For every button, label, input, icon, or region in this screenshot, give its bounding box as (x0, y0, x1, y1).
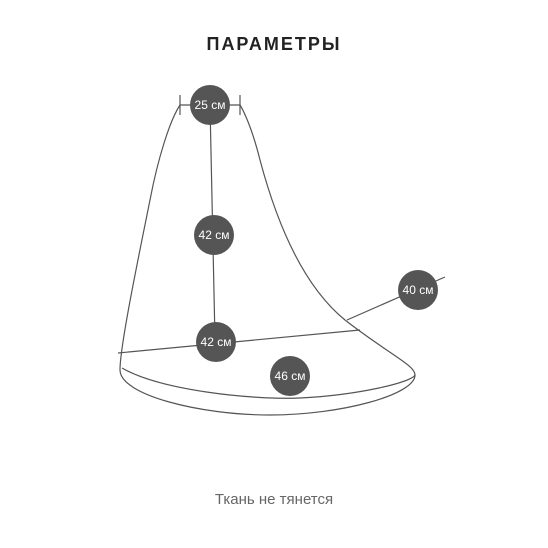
measure-badges: 25 см 42 см 42 см 46 см 40 см (190, 85, 438, 396)
measure-label-top: 25 см (195, 98, 226, 112)
dimensions-diagram: 25 см 42 см 42 см 46 см 40 см (0, 70, 548, 450)
chair-outline (120, 105, 415, 415)
seat-back-line (118, 330, 360, 353)
page: ПАРАМЕТРЫ 25 см 42 см 42 см 46 см 40 см Ткан… (0, 0, 548, 548)
measure-label-back: 42 см (199, 228, 230, 242)
measure-label-seat_w: 42 см (201, 335, 232, 349)
footer-note: Ткань не тянется (0, 491, 548, 508)
measure-label-depth: 40 см (403, 283, 434, 297)
seat-front-curve (122, 368, 415, 398)
page-title: ПАРАМЕТРЫ (0, 34, 548, 55)
measure-label-front: 46 см (275, 369, 306, 383)
